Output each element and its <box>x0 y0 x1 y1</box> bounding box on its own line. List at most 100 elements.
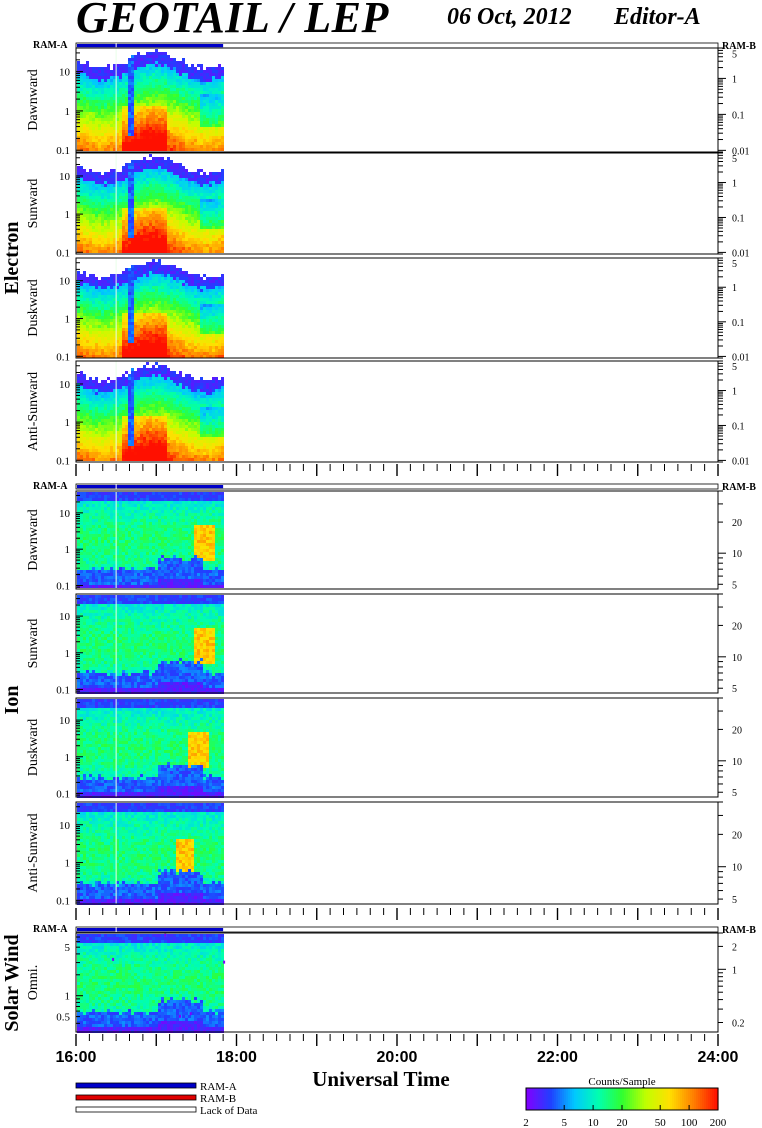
panel-frame-electron-1 <box>75 152 719 255</box>
right-tick-label-electron-1-2: 0.1 <box>732 213 745 224</box>
y-tick-label-electron-3-0: 10 <box>59 379 71 391</box>
x-tick-label-1: 18:00 <box>216 1049 257 1066</box>
y-tick-label-ion-1-1: 1 <box>65 648 71 660</box>
ram-b-label-0: RAM-B <box>722 41 756 52</box>
panel-label-electron-3: Anti-Sunward <box>26 372 41 451</box>
y-tick-label-electron-1-0: 10 <box>59 171 71 183</box>
right-tick-label-ion-0-1: 10 <box>732 549 742 560</box>
right-tick-label-electron-3-3: 0.01 <box>732 456 750 467</box>
x-tick-label-2: 20:00 <box>377 1049 418 1066</box>
right-tick-label-ion-1-1: 10 <box>732 653 742 664</box>
right-tick-label-ion-1-2: 5 <box>732 684 737 695</box>
y-tick-label-solar-wind-0-0: 5 <box>65 942 71 954</box>
y-tick-label-solar-wind-0-2: 0.5 <box>56 1012 70 1024</box>
colorbar-tick-2: 10 <box>588 1117 600 1128</box>
y-tick-label-ion-3-1: 1 <box>65 858 71 870</box>
panel-frame-electron-0 <box>75 47 719 153</box>
y-tick-label-ion-3-0: 10 <box>59 820 71 832</box>
ram-b-label-1: RAM-B <box>722 482 756 493</box>
spectrogram-ion-2 <box>77 698 224 798</box>
group-label-0: Electron <box>1 222 23 295</box>
legend-ram-b-label: RAM-B <box>200 1093 236 1105</box>
panel-label-ion-3: Anti-Sunward <box>26 813 41 892</box>
legend-lack-label: Lack of Data <box>200 1105 258 1117</box>
right-tick-label-solar-wind-0-0: 2 <box>732 942 737 953</box>
ram-a-label-2: RAM-A <box>33 924 68 935</box>
right-tick-label-solar-wind-0-2: 0.2 <box>732 1018 745 1029</box>
y-tick-label-electron-1-1: 1 <box>65 209 71 221</box>
status-bar-2 <box>75 926 719 933</box>
colorbar-tick-3: 20 <box>617 1117 629 1128</box>
colorbar <box>526 1088 719 1110</box>
right-tick-label-ion-0-0: 20 <box>732 518 742 529</box>
right-tick-label-ion-1-0: 20 <box>732 621 742 632</box>
y-tick-label-ion-0-0: 10 <box>59 508 71 520</box>
y-tick-label-ion-3-2: 0.1 <box>56 895 70 907</box>
right-tick-label-ion-2-0: 20 <box>732 725 742 736</box>
y-tick-label-ion-1-2: 0.1 <box>56 684 70 696</box>
panel-label-ion-2: Duskward <box>26 719 41 777</box>
right-tick-label-electron-3-1: 1 <box>732 387 737 398</box>
right-tick-label-electron-2-1: 1 <box>732 283 737 294</box>
right-tick-label-electron-0-2: 0.1 <box>732 110 745 121</box>
ram-a-label-1: RAM-A <box>33 481 68 492</box>
y-tick-label-ion-2-1: 1 <box>65 752 71 764</box>
colorbar-title: Counts/Sample <box>588 1076 655 1088</box>
chart-title: GEOTAIL / LEP <box>76 0 389 42</box>
panel-label-electron-2: Duskward <box>26 279 41 337</box>
y-tick-label-electron-2-0: 10 <box>59 276 71 288</box>
solar-wind-point-2 <box>178 1014 181 1018</box>
right-tick-label-electron-0-1: 1 <box>732 74 737 85</box>
chart-date: 06 Oct, 2012 <box>447 4 572 30</box>
y-tick-label-ion-2-2: 0.1 <box>56 788 70 800</box>
right-tick-label-electron-2-0: 5 <box>732 259 737 270</box>
right-tick-label-ion-2-1: 10 <box>732 757 742 768</box>
y-tick-label-electron-2-2: 0.1 <box>56 351 70 363</box>
status-bar-ram-a-2 <box>77 928 224 932</box>
status-bar-1 <box>75 483 719 490</box>
panel-label-electron-1: Sunward <box>26 179 41 229</box>
y-tick-label-electron-0-2: 0.1 <box>56 145 70 157</box>
ram-a-label-0: RAM-A <box>33 40 68 51</box>
panel-frame-electron-3 <box>75 360 719 463</box>
colorbar-tick-4: 50 <box>655 1117 667 1128</box>
legend-ram-a-label: RAM-A <box>200 1081 237 1093</box>
legend-lack-swatch <box>75 1106 197 1113</box>
right-tick-label-ion-3-1: 10 <box>732 863 742 874</box>
right-tick-label-electron-2-3: 0.01 <box>732 352 750 363</box>
y-tick-label-solar-wind-0-1: 1 <box>65 991 71 1003</box>
right-tick-label-electron-1-0: 5 <box>732 154 737 165</box>
ram-b-label-2: RAM-B <box>722 925 756 936</box>
spectrogram-ion-0 <box>77 491 224 589</box>
legend-ram-b-swatch <box>75 1094 197 1101</box>
panel-frame-solar-wind-0 <box>75 932 719 1033</box>
y-tick-label-electron-2-1: 1 <box>65 314 71 326</box>
spectrogram-ion-3 <box>77 802 224 905</box>
panel-frame-ion-2 <box>75 697 719 798</box>
solar-wind-point-3 <box>189 1012 192 1016</box>
right-tick-label-electron-3-0: 5 <box>732 362 737 373</box>
right-tick-label-electron-0-3: 0.01 <box>732 146 750 157</box>
y-tick-label-ion-0-1: 1 <box>65 544 71 556</box>
solar-wind-point-0 <box>112 957 115 961</box>
solar-wind-point-1 <box>164 933 167 937</box>
right-tick-label-electron-3-2: 0.1 <box>732 421 745 432</box>
spectrogram-electron-2 <box>77 258 224 358</box>
panel-label-ion-0: Dawnward <box>26 509 41 570</box>
panel-frame-ion-3 <box>75 801 719 905</box>
y-tick-label-electron-1-2: 0.1 <box>56 247 70 259</box>
panel-frame-electron-2 <box>75 257 719 359</box>
spectrogram-solar-wind-0 <box>77 934 224 1033</box>
colorbar-tick-6: 200 <box>710 1117 727 1128</box>
y-tick-label-electron-0-1: 1 <box>65 106 71 118</box>
right-tick-label-ion-3-2: 5 <box>732 895 737 906</box>
panel-frame-ion-1 <box>75 593 719 694</box>
x-tick-label-0: 16:00 <box>56 1049 97 1066</box>
panel-label-electron-0: Dawnward <box>26 69 41 130</box>
solar-wind-point-4 <box>223 960 226 964</box>
spectrogram-electron-3 <box>77 361 224 462</box>
colorbar-tick-0: 2 <box>523 1117 529 1128</box>
y-tick-label-ion-0-2: 0.1 <box>56 580 70 592</box>
group-label-2: Solar Wind <box>1 934 23 1031</box>
